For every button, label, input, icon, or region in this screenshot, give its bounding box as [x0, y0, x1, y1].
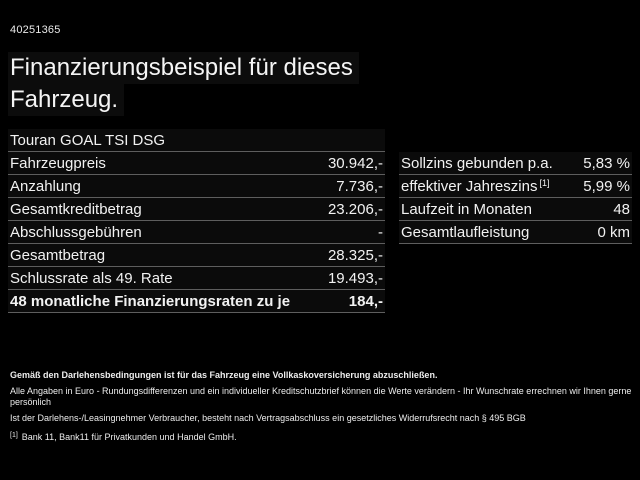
- table-row-gesamtbetrag: Gesamtbetrag 28.325,-: [8, 244, 385, 267]
- row-label: Schlussrate als 49. Rate: [10, 269, 173, 287]
- legal-disclaimer: Gemäß den Darlehensbedingungen ist für d…: [10, 370, 634, 429]
- row-value: 5,83 %: [583, 154, 630, 172]
- interest-details-table: Sollzins gebunden p.a. 5,83 % effektiver…: [399, 152, 632, 244]
- footnote-marker: [1]: [10, 432, 18, 439]
- row-label-text: effektiver Jahreszins: [401, 177, 538, 195]
- row-label: Abschlussgebühren: [10, 223, 142, 241]
- row-label: Laufzeit in Monaten: [401, 200, 532, 218]
- page-title-line-2: Fahrzeug.: [8, 84, 125, 116]
- row-label: Anzahlung: [10, 177, 81, 195]
- disclaimer-line-values: Alle Angaben in Euro - Rundungsdifferenz…: [10, 386, 632, 407]
- table-row-fahrzeugpreis: Fahrzeugpreis 30.942,-: [8, 152, 385, 175]
- row-label: Fahrzeugpreis: [10, 154, 106, 172]
- page-title: Finanzierungsbeispiel für dieses Fahrzeu…: [8, 52, 359, 116]
- table-row-gesamtlaufleistung: Gesamtlaufleistung 0 km: [399, 221, 632, 244]
- row-value: 30.942,-: [327, 154, 383, 172]
- page-title-line-1: Finanzierungsbeispiel für dieses: [8, 52, 359, 84]
- table-row-anzahlung: Anzahlung 7.736,-: [8, 175, 385, 198]
- row-label: 48 monatliche Finanzierungsraten zu je: [10, 292, 291, 310]
- bank-footnote: [1] Bank 11, Bank11 für Privatkunden und …: [10, 432, 237, 442]
- footnote-text: Bank 11, Bank11 für Privatkunden und Han…: [21, 432, 237, 442]
- table-row-gesamtkreditbetrag: Gesamtkreditbetrag 23.206,-: [8, 198, 385, 221]
- disclaimer-line-insurance: Gemäß den Darlehensbedingungen ist für d…: [10, 370, 438, 380]
- row-value: 7.736,-: [336, 177, 383, 195]
- offer-id: 40251365: [10, 24, 61, 36]
- vehicle-model-name: Touran GOAL TSI DSG: [10, 131, 166, 149]
- row-label: effektiver Jahreszins [1]: [401, 178, 549, 195]
- row-value: -: [378, 223, 383, 241]
- table-row-abschlussgebuehren: Abschlussgebühren -: [8, 221, 385, 244]
- row-value: 23.206,-: [327, 200, 383, 218]
- row-label: Gesamtlaufleistung: [401, 223, 530, 241]
- disclaimer-line-widerruf: Ist der Darlehens-/Leasingnehmer Verbrau…: [10, 413, 526, 423]
- table-row-schlussrate: Schlussrate als 49. Rate 19.493,-: [8, 267, 385, 290]
- row-label: Gesamtkreditbetrag: [10, 200, 142, 218]
- row-value: 5,99 %: [583, 177, 630, 195]
- financing-details-table: Touran GOAL TSI DSG Fahrzeugpreis 30.942…: [8, 129, 385, 313]
- row-value: 184,-: [348, 292, 383, 310]
- row-value: 0 km: [597, 223, 630, 241]
- row-value: 28.325,-: [327, 246, 383, 264]
- row-label: Sollzins gebunden p.a.: [401, 154, 553, 172]
- row-value: 48: [613, 200, 630, 218]
- table-row-laufzeit: Laufzeit in Monaten 48: [399, 198, 632, 221]
- table-row-monatsrate: 48 monatliche Finanzierungsraten zu je 1…: [8, 290, 385, 313]
- footnote-reference-marker: [1]: [539, 177, 550, 188]
- table-row-effektiver-jahreszins: effektiver Jahreszins [1] 5,99 %: [399, 175, 632, 198]
- model-row: Touran GOAL TSI DSG: [8, 129, 385, 152]
- table-row-sollzins: Sollzins gebunden p.a. 5,83 %: [399, 152, 632, 175]
- row-value: 19.493,-: [327, 269, 383, 287]
- row-label: Gesamtbetrag: [10, 246, 106, 264]
